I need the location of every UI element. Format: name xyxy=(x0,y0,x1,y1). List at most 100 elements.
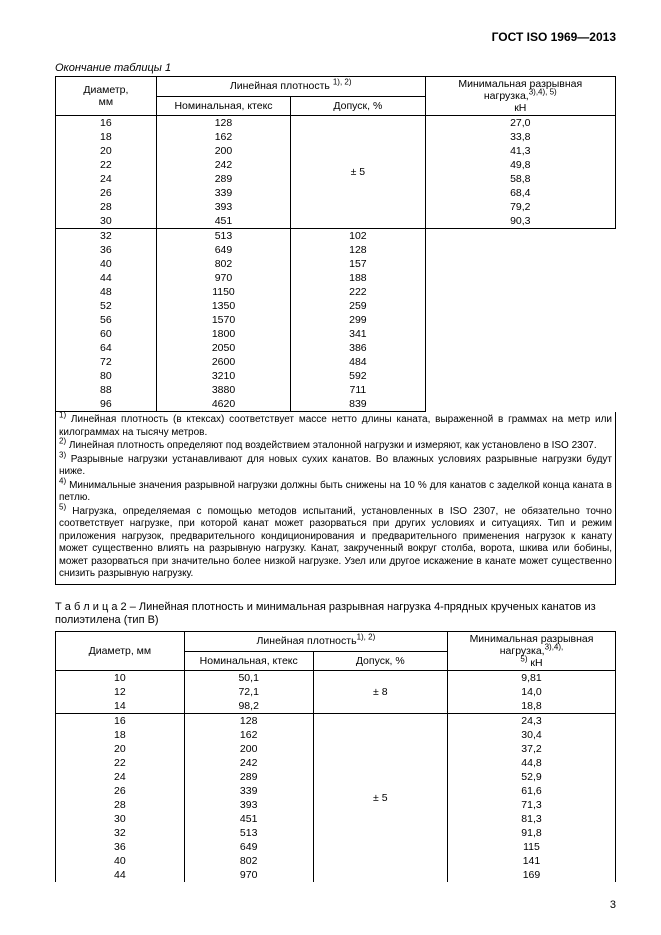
cell-diam: 80 xyxy=(56,369,157,383)
cell-diam: 24 xyxy=(56,770,185,784)
cell-breaking: 91,8 xyxy=(447,826,615,840)
cell-diam: 26 xyxy=(56,186,157,200)
cell-breaking: 188 xyxy=(291,271,425,285)
cell-diam: 22 xyxy=(56,158,157,172)
cell-nominal: 393 xyxy=(156,200,290,214)
cell-nominal: 242 xyxy=(184,756,313,770)
cell-nominal: 2050 xyxy=(156,341,290,355)
page-number: 3 xyxy=(610,899,616,911)
cell-breaking: 27,0 xyxy=(425,116,615,131)
cell-nominal: 339 xyxy=(184,784,313,798)
cell-diam: 28 xyxy=(56,798,185,812)
table1-h-diam: Диаметр,мм xyxy=(56,77,157,116)
cell-breaking: 484 xyxy=(291,355,425,369)
cell-breaking: 222 xyxy=(291,285,425,299)
cell-breaking: 386 xyxy=(291,341,425,355)
cell-diam: 14 xyxy=(56,699,185,714)
cell-breaking: 14,0 xyxy=(447,685,615,699)
cell-breaking: 37,2 xyxy=(447,742,615,756)
cell-tol: ± 8 xyxy=(313,671,447,714)
cell-diam: 60 xyxy=(56,327,157,341)
cell-breaking: 44,8 xyxy=(447,756,615,770)
cell-nominal: 162 xyxy=(184,728,313,742)
cell-diam: 30 xyxy=(56,214,157,229)
table1-h-nominal: Номинальная, ктекс xyxy=(156,96,290,116)
cell-nominal: 289 xyxy=(184,770,313,784)
cell-nominal: 128 xyxy=(156,116,290,131)
cell-diam: 88 xyxy=(56,383,157,397)
cell-diam: 26 xyxy=(56,784,185,798)
cell-diam: 52 xyxy=(56,299,157,313)
cell-breaking: 90,3 xyxy=(425,214,615,229)
cell-nominal: 50,1 xyxy=(184,671,313,686)
cell-breaking: 58,8 xyxy=(425,172,615,186)
cell-breaking: 157 xyxy=(291,257,425,271)
cell-breaking: 341 xyxy=(291,327,425,341)
cell-breaking: 102 xyxy=(291,229,425,244)
cell-diam: 40 xyxy=(56,854,185,868)
table2-h-tolerance: Допуск, % xyxy=(313,651,447,671)
cell-breaking: 711 xyxy=(291,383,425,397)
cell-breaking: 24,3 xyxy=(447,714,615,729)
cell-nominal: 72,1 xyxy=(184,685,313,699)
cell-nominal: 1800 xyxy=(156,327,290,341)
cell-breaking: 68,4 xyxy=(425,186,615,200)
cell-diam: 16 xyxy=(56,116,157,131)
table1-h-breaking: Минимальная разрывная нагрузка,3),4), 5)… xyxy=(425,77,615,116)
cell-breaking: 33,8 xyxy=(425,130,615,144)
table1-notes: 1) Линейная плотность (в ктексах) соотве… xyxy=(55,412,616,585)
cell-nominal: 649 xyxy=(156,243,290,257)
cell-breaking: 41,3 xyxy=(425,144,615,158)
cell-nominal: 98,2 xyxy=(184,699,313,714)
cell-nominal: 1150 xyxy=(156,285,290,299)
cell-diam: 72 xyxy=(56,355,157,369)
cell-nominal: 513 xyxy=(156,229,290,244)
cell-nominal: 393 xyxy=(184,798,313,812)
cell-diam: 32 xyxy=(56,826,185,840)
cell-nominal: 970 xyxy=(156,271,290,285)
table1: Диаметр,мм Линейная плотность 1), 2) Мин… xyxy=(55,76,616,412)
cell-diam: 20 xyxy=(56,742,185,756)
cell-breaking: 81,3 xyxy=(447,812,615,826)
cell-nominal: 649 xyxy=(184,840,313,854)
cell-breaking: 9,81 xyxy=(447,671,615,686)
cell-diam: 12 xyxy=(56,685,185,699)
cell-nominal: 200 xyxy=(156,144,290,158)
cell-nominal: 451 xyxy=(184,812,313,826)
document-header: ГОСТ ISO 1969—2013 xyxy=(55,30,616,44)
cell-diam: 36 xyxy=(56,243,157,257)
cell-breaking: 18,8 xyxy=(447,699,615,714)
cell-breaking: 259 xyxy=(291,299,425,313)
table2-h-breaking: Минимальная разрывная нагрузка,3),4),5) … xyxy=(447,632,615,671)
cell-diam: 10 xyxy=(56,671,185,686)
table2-h-nominal: Номинальная, ктекс xyxy=(184,651,313,671)
cell-breaking: 71,3 xyxy=(447,798,615,812)
cell-diam: 24 xyxy=(56,172,157,186)
cell-diam: 16 xyxy=(56,714,185,729)
cell-breaking: 52,9 xyxy=(447,770,615,784)
cell-nominal: 970 xyxy=(184,868,313,882)
cell-nominal: 289 xyxy=(156,172,290,186)
cell-breaking: 61,6 xyxy=(447,784,615,798)
cell-nominal: 2600 xyxy=(156,355,290,369)
cell-breaking: 299 xyxy=(291,313,425,327)
cell-nominal: 802 xyxy=(156,257,290,271)
cell-nominal: 802 xyxy=(184,854,313,868)
cell-nominal: 4620 xyxy=(156,397,290,412)
cell-tol: ± 5 xyxy=(313,714,447,883)
cell-diam: 40 xyxy=(56,257,157,271)
cell-diam: 18 xyxy=(56,130,157,144)
cell-diam: 44 xyxy=(56,271,157,285)
cell-diam: 20 xyxy=(56,144,157,158)
cell-nominal: 3880 xyxy=(156,383,290,397)
cell-diam: 96 xyxy=(56,397,157,412)
cell-nominal: 162 xyxy=(156,130,290,144)
cell-nominal: 1350 xyxy=(156,299,290,313)
cell-breaking: 79,2 xyxy=(425,200,615,214)
cell-diam: 28 xyxy=(56,200,157,214)
cell-breaking: 30,4 xyxy=(447,728,615,742)
table2: Диаметр, мм Линейная плотность1), 2) Мин… xyxy=(55,631,616,882)
cell-diam: 30 xyxy=(56,812,185,826)
cell-nominal: 128 xyxy=(184,714,313,729)
cell-breaking: 592 xyxy=(291,369,425,383)
